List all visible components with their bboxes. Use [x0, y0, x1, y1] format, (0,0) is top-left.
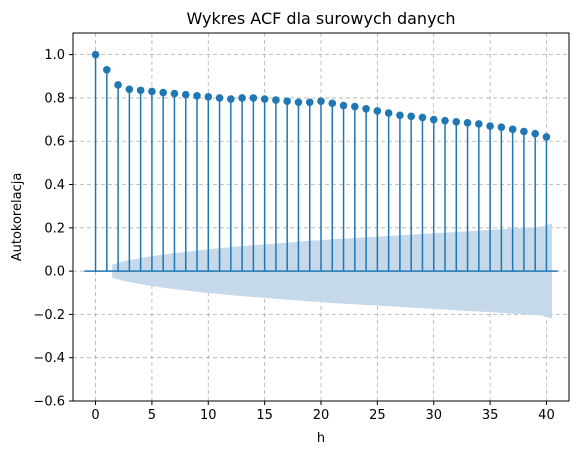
acf-marker: [384, 109, 393, 117]
acf-marker: [249, 94, 258, 102]
acf-marker: [429, 115, 438, 124]
acf-marker: [283, 97, 291, 105]
acf-marker: [204, 93, 213, 101]
acf-marker: [215, 94, 224, 102]
acf-marker: [305, 98, 314, 107]
x-tick-label: 20: [313, 408, 330, 423]
y-tick-label: −0.2: [33, 308, 65, 323]
y-tick-label: 1.0: [44, 48, 65, 63]
acf-marker: [260, 95, 269, 103]
acf-marker: [351, 102, 359, 111]
acf-marker: [441, 116, 449, 125]
x-tick-label: 25: [369, 408, 386, 423]
y-tick-label: 0.8: [44, 91, 65, 106]
acf-marker: [486, 122, 494, 130]
acf-marker: [407, 112, 415, 121]
acf-marker: [508, 125, 517, 134]
acf-marker: [294, 98, 303, 107]
acf-marker: [181, 90, 190, 99]
acf-marker: [396, 111, 404, 120]
acf-marker: [227, 95, 235, 103]
y-axis-label: Autokorelacja: [10, 173, 25, 262]
acf-marker: [542, 133, 551, 141]
acf-marker: [136, 86, 145, 95]
acf-marker: [125, 85, 134, 94]
x-tick-label: 40: [538, 408, 555, 423]
acf-marker: [272, 96, 280, 104]
acf-marker: [497, 123, 506, 131]
y-axis-ticks: −0.6 −0.4 −0.2 0.0 0.2 0.4 0.6 0.8 1.0: [33, 48, 73, 410]
acf-marker: [418, 113, 427, 122]
y-tick-label: 0.4: [44, 178, 65, 193]
y-tick-label: 0.0: [44, 265, 65, 280]
acf-marker: [452, 117, 461, 126]
y-tick-label: −0.6: [33, 395, 65, 410]
y-tick-label: 0.6: [44, 135, 65, 150]
acf-marker: [339, 101, 348, 110]
acf-marker: [520, 127, 528, 136]
acf-marker: [103, 66, 111, 74]
x-tick-label: 5: [148, 408, 156, 423]
x-tick-label: 15: [256, 408, 273, 423]
acf-marker: [317, 97, 325, 105]
acf-stems: [84, 54, 558, 272]
y-tick-label: 0.2: [44, 221, 65, 236]
acf-marker: [238, 94, 246, 102]
acf-marker: [170, 89, 179, 98]
acf-marker: [475, 120, 483, 128]
x-tick-label: 35: [482, 408, 499, 423]
acf-marker: [463, 119, 472, 127]
acf-marker: [159, 88, 167, 97]
x-axis-ticks: 0 5 10 15 20 25 30 35 40: [91, 401, 555, 423]
x-tick-label: 30: [425, 408, 442, 423]
acf-marker: [148, 87, 156, 96]
acf-marker: [114, 81, 122, 89]
chart-title: Wykres ACF dla surowych danych: [187, 9, 456, 28]
x-tick-label: 0: [91, 408, 99, 423]
x-tick-label: 10: [200, 408, 217, 423]
acf-markers: [91, 50, 551, 141]
acf-marker: [91, 50, 100, 59]
acf-marker: [373, 107, 382, 115]
acf-marker: [362, 104, 370, 113]
y-tick-label: −0.4: [33, 351, 65, 366]
x-axis-label: h: [317, 431, 325, 446]
acf-marker: [531, 129, 539, 138]
acf-marker: [328, 99, 337, 108]
acf-marker: [193, 91, 201, 100]
